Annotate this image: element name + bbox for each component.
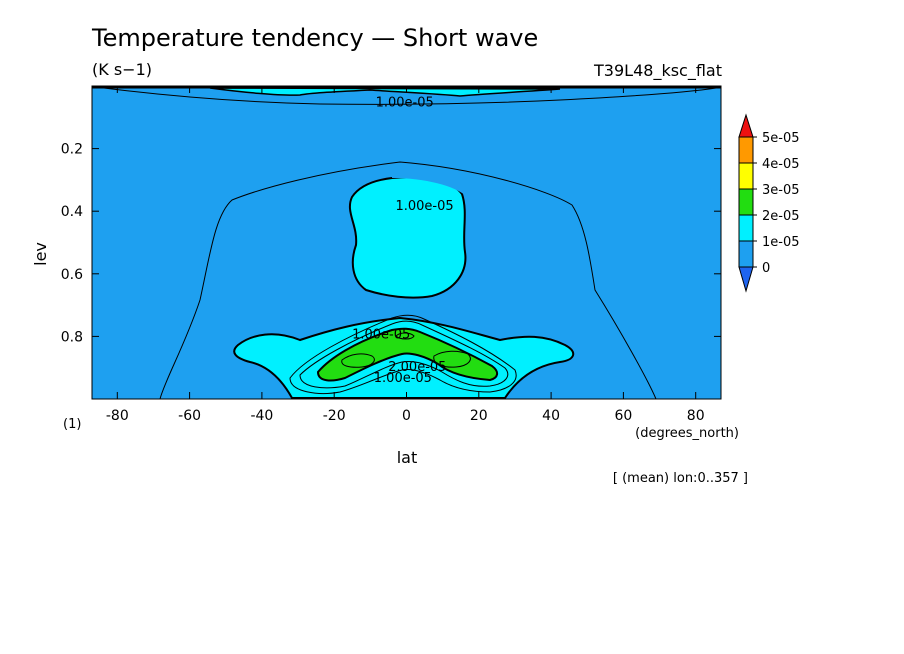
contour-outer — [159, 161, 657, 400]
contour-inner-5 — [395, 332, 415, 340]
colorbar-segment — [738, 136, 754, 164]
contour-label: 1.00e-05 — [395, 199, 453, 214]
x-tick-label: 0 — [402, 408, 411, 424]
y-axis-label: lev — [31, 242, 50, 266]
contour-label: 2.00e-05 — [388, 360, 446, 375]
x-tick-label: 20 — [470, 408, 488, 424]
x-tick-label: -80 — [106, 408, 129, 424]
plot-area — [91, 85, 722, 400]
chart-title: Temperature tendency — Short wave — [91, 24, 538, 52]
x-tick-label: 60 — [614, 408, 632, 424]
y-tick-label: 0.6 — [61, 267, 83, 283]
contour-label: 1.00e-05 — [352, 327, 410, 342]
mean-note: [ (mean) lon:0..357 ] — [613, 471, 748, 486]
colorbar-segment — [738, 188, 754, 216]
x-axis: -80 -60 -40 -20 0 20 40 60 80 — [106, 86, 705, 424]
contour-labels: 1.00e-051.00e-051.00e-052.00e-051.00e-05 — [352, 96, 454, 386]
chart-units: (K s−1) — [92, 60, 152, 79]
contour-inner-1 — [299, 320, 509, 389]
colorbar-segment — [738, 214, 754, 242]
x-axis-units: (degrees_north) — [635, 426, 739, 441]
contour-top-1 — [209, 87, 561, 97]
x-tick-label: -60 — [178, 408, 201, 424]
y-axis: 0.2 0.4 0.6 0.8 — [61, 142, 721, 345]
x-tick-label: 40 — [542, 408, 560, 424]
y-axis-units: (1) — [63, 417, 81, 432]
colorbar-min-arrow — [738, 266, 754, 293]
contour-upper-blob — [348, 176, 467, 299]
x-tick-label: -40 — [250, 408, 273, 424]
experiment-label: T39L48_ksc_flat — [593, 61, 722, 81]
contour-upper-hole — [392, 176, 466, 196]
y-tick-label: 0.8 — [61, 329, 83, 345]
colorbar-label: 3e-05 — [762, 183, 800, 198]
contour-label: 1.00e-05 — [374, 371, 432, 386]
x-tick-label: -20 — [323, 408, 346, 424]
y-tick-label: 0.2 — [61, 142, 83, 158]
colorbar-label: 2e-05 — [762, 209, 800, 224]
contour-label: 1.00e-05 — [376, 96, 434, 111]
contour-top-2 — [103, 87, 717, 105]
colorbar-label: 1e-05 — [762, 235, 800, 250]
colorbar-segment — [738, 162, 754, 190]
colorbar-max-arrow — [738, 113, 754, 138]
colorbar-label: 4e-05 — [762, 157, 800, 172]
contour-inner-2 — [289, 314, 517, 394]
x-axis-label: lat — [397, 448, 418, 467]
colorbar: 0 1e-05 2e-05 3e-05 4e-05 5e-05 — [738, 113, 800, 293]
contour-inner-4 — [433, 350, 471, 368]
colorbar-segment — [738, 240, 754, 268]
colorbar-label: 0 — [762, 261, 770, 276]
colorbar-label: 5e-05 — [762, 131, 800, 146]
x-tick-label: 80 — [687, 408, 705, 424]
contour-inner-3 — [341, 353, 375, 368]
y-tick-label: 0.4 — [61, 204, 83, 220]
